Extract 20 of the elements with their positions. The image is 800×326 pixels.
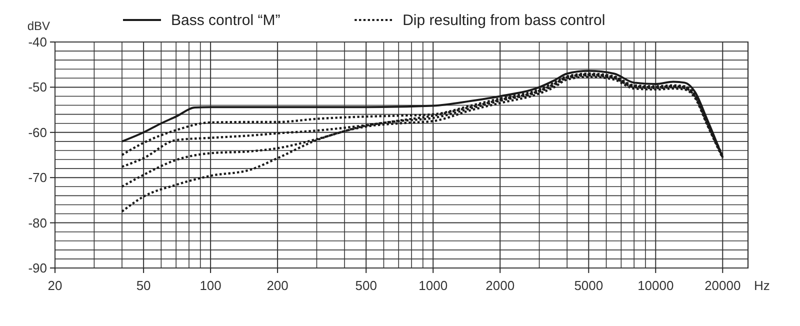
y-axis-title: dBV xyxy=(27,19,50,33)
x-tick-label: 200 xyxy=(266,278,288,293)
x-tick-label: 2000 xyxy=(486,278,515,293)
x-axis-title: Hz xyxy=(754,278,770,293)
y-tick-label: -50 xyxy=(28,80,47,95)
y-tick-label: -80 xyxy=(28,215,47,230)
x-tick-label: 5000 xyxy=(574,278,604,293)
y-tick-label: -40 xyxy=(28,34,47,50)
x-tick-label: 50 xyxy=(136,278,151,293)
legend-label: Dip resulting from bass control xyxy=(402,12,606,29)
y-tick-label: -90 xyxy=(28,260,47,276)
x-tick-label: 20000 xyxy=(704,278,741,293)
y-tick-label: -70 xyxy=(28,170,47,186)
x-tick-label: 1000 xyxy=(418,278,448,293)
legend-label: Bass control “M” xyxy=(171,12,280,29)
x-tick-label: 100 xyxy=(200,278,222,293)
x-tick-label: 10000 xyxy=(638,278,674,293)
y-tick-label: -60 xyxy=(28,124,47,140)
x-tick-label: 20 xyxy=(48,278,62,293)
x-tick-label: 500 xyxy=(355,278,377,293)
